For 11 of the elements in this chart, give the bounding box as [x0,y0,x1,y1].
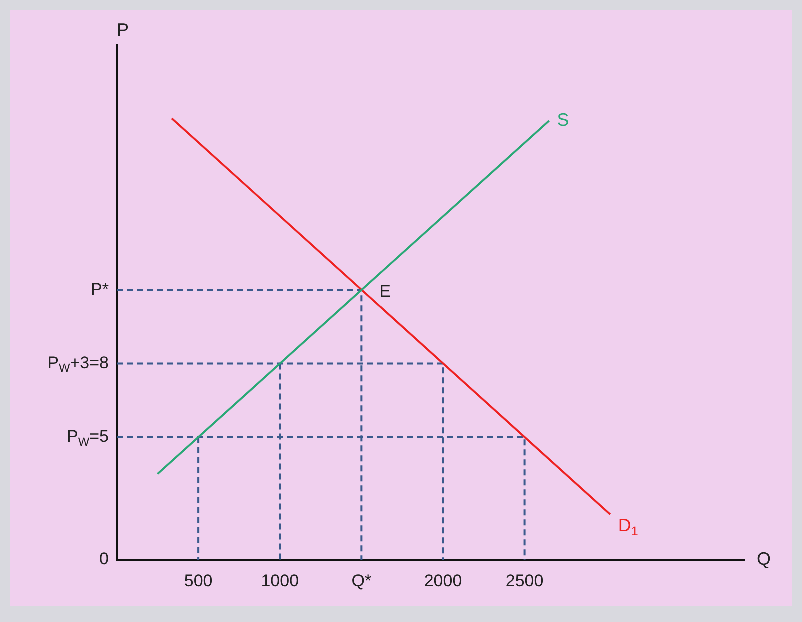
x-tick-label: 2500 [506,572,544,591]
x-tick-label: 2000 [424,572,462,591]
y-axis-title: P [116,20,130,40]
y-tick-label: 0 [100,550,110,569]
annotation: E [380,282,392,301]
x-axis-title: Q [757,548,772,569]
x-tick-label: 1000 [261,572,300,591]
x-tick-label: 500 [184,572,213,591]
y-tick-label: P* [91,280,110,299]
series-label: S [557,110,570,130]
x-tick-label: Q* [352,572,372,591]
